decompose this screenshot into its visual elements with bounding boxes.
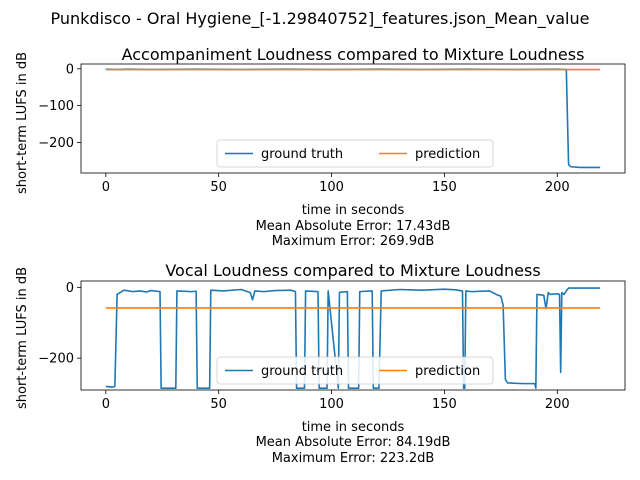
accompaniment-xtick-label: 0: [102, 180, 110, 195]
accompaniment-caption-mae: Mean Absolute Error: 17.43dB: [256, 219, 451, 234]
accompaniment-ytick-label: −200: [38, 136, 74, 151]
vocal-axes-frame: [80, 280, 626, 391]
accompaniment-ytick-label: 0: [66, 62, 74, 77]
vocal-ylabel: short-term LUFS in dB: [15, 267, 30, 409]
vocal-ytick-label: −200: [38, 352, 74, 367]
vocal-subplot: Vocal Loudness compared to Mixture Loudn…: [15, 261, 626, 466]
vocal-xtick-label: 50: [210, 397, 227, 412]
accompaniment-xtick-label: 150: [432, 180, 457, 195]
vocal-legend-prediction-label: prediction: [415, 364, 480, 379]
vocal-ytick-label: 0: [66, 281, 74, 296]
vocal-xlabel: time in seconds: [302, 420, 405, 435]
accompaniment-xlabel: time in seconds: [302, 203, 405, 218]
figure-suptitle: Punkdisco - Oral Hygiene_[-1.29840752]_f…: [51, 9, 590, 29]
accompaniment-xtick-label: 100: [319, 180, 344, 195]
accompaniment-subplot: Accompaniment Loudness compared to Mixtu…: [15, 45, 626, 249]
vocal-ground-truth-line: [105, 287, 601, 390]
vocal-legend-ground-truth-label: ground truth: [261, 364, 343, 379]
accompaniment-ytick-label: −100: [38, 99, 74, 114]
vocal-xtick-label: 100: [319, 397, 344, 412]
accompaniment-title: Accompaniment Loudness compared to Mixtu…: [122, 45, 585, 64]
accompaniment-xtick-label: 50: [210, 180, 227, 195]
accompaniment-axes-frame: [80, 63, 626, 174]
vocal-caption-mae: Mean Absolute Error: 84.19dB: [256, 435, 451, 450]
accompaniment-legend-ground-truth-label: ground truth: [261, 147, 343, 162]
accompaniment-legend-prediction-label: prediction: [415, 147, 480, 162]
accompaniment-ylabel: short-term LUFS in dB: [15, 52, 30, 194]
vocal-xtick-label: 150: [432, 397, 457, 412]
vocal-title: Vocal Loudness compared to Mixture Loudn…: [165, 261, 540, 280]
accompaniment-legend-box: [216, 139, 494, 168]
vocal-caption-max-error: Maximum Error: 223.2dB: [272, 451, 435, 466]
vocal-legend-box: [216, 356, 494, 385]
vocal-xtick-label: 200: [545, 397, 570, 412]
vocal-xtick-label: 0: [102, 397, 110, 412]
accompaniment-caption-max-error: Maximum Error: 269.9dB: [272, 234, 435, 249]
accompaniment-xtick-label: 200: [545, 180, 570, 195]
